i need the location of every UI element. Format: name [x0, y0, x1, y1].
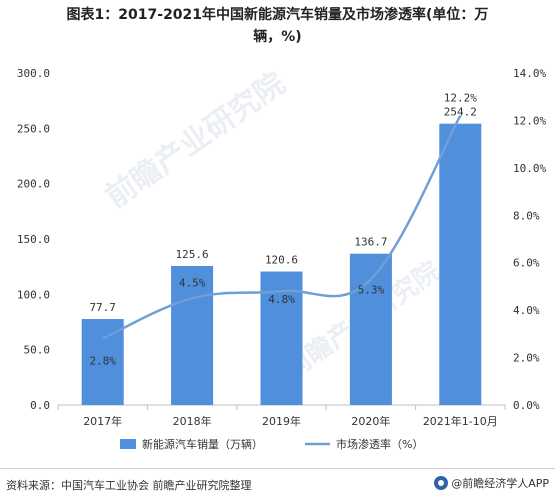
bar-series: 77.7 125.6 120.6 136.7 254.2	[81, 106, 482, 405]
y-axis-right: 0.0% 2.0% 4.0% 6.0% 8.0% 10.0% 12.0% 14.0%	[513, 67, 546, 412]
bar	[81, 319, 124, 405]
bar-value-label: 125.6	[176, 248, 209, 261]
y-right-tick-label: 2.0%	[513, 352, 540, 365]
y-left-tick-label: 300.0	[17, 67, 50, 80]
x-axis: 2017年 2018年 2019年 2020年 2021年1-10月	[57, 404, 506, 428]
y-left-tick-label: 200.0	[17, 178, 50, 191]
line-value-label: 5.3%	[358, 283, 385, 296]
bar-value-label: 254.2	[444, 106, 477, 119]
y-right-tick-label: 0.0%	[513, 399, 540, 412]
footer: 资料来源：中国汽车工业协会 前瞻产业研究院整理 @前瞻经济学人APP	[0, 468, 555, 502]
line-series: 2.8% 4.5% 4.8% 5.3% 12.2%	[89, 92, 477, 368]
chart-title-line2: 辆，%)	[253, 29, 302, 45]
legend-line-label: 市场渗透率（%）	[336, 437, 423, 451]
source-note: 资料来源：中国汽车工业协会 前瞻产业研究院整理	[6, 479, 252, 492]
x-tick-label: 2021年1-10月	[423, 414, 498, 428]
y-right-tick-label: 6.0%	[513, 257, 540, 270]
bar	[439, 123, 482, 405]
y-left-tick-label: 50.0	[24, 344, 51, 357]
bar-value-label: 136.7	[354, 236, 387, 249]
x-tick-label: 2020年	[351, 414, 390, 428]
x-tick-label: 2017年	[83, 414, 122, 428]
legend-bar-swatch	[120, 439, 136, 449]
brand-label: @前瞻经济学人APP	[451, 477, 549, 490]
legend: 新能源汽车销量（万辆） 市场渗透率（%）	[120, 437, 423, 451]
line-value-label: 4.5%	[179, 276, 206, 289]
legend-bar-label: 新能源汽车销量（万辆）	[142, 437, 263, 451]
y-left-tick-label: 150.0	[17, 233, 50, 246]
bar	[171, 266, 214, 405]
brand-logo-icon	[434, 476, 449, 490]
line-value-label: 12.2%	[444, 92, 477, 105]
y-right-tick-label: 8.0%	[513, 209, 540, 222]
line-value-label: 2.8%	[89, 355, 116, 368]
y-left-tick-label: 100.0	[17, 288, 50, 301]
y-left-tick-label: 0.0	[30, 399, 50, 412]
bar-value-label: 77.7	[89, 301, 116, 314]
footer-divider	[0, 468, 555, 469]
y-axis-left: 0.0 50.0 100.0 150.0 200.0 250.0 300.0	[17, 67, 50, 412]
bar	[260, 271, 303, 405]
y-right-tick-label: 14.0%	[513, 67, 546, 80]
y-right-tick-label: 4.0%	[513, 304, 540, 317]
bar-value-label: 120.6	[265, 254, 298, 267]
brand: @前瞻经济学人APP	[434, 475, 549, 491]
y-right-tick-label: 10.0%	[513, 162, 546, 175]
chart-title: 图表1：2017-2021年中国新能源汽车销量及市场渗透率(单位：万 辆，%)	[8, 4, 547, 48]
x-tick-label: 2018年	[173, 414, 212, 428]
y-left-tick-label: 250.0	[17, 122, 50, 135]
y-right-tick-label: 12.0%	[513, 114, 546, 127]
combo-chart: 0.0 50.0 100.0 150.0 200.0 250.0 300.0 0.0% 2.0…	[17, 67, 547, 451]
line-path	[102, 115, 462, 340]
bar	[349, 253, 392, 405]
line-value-label: 4.8%	[268, 293, 295, 306]
x-tick-label: 2019年	[262, 414, 301, 428]
chart-title-line1: 图表1：2017-2021年中国新能源汽车销量及市场渗透率(单位：万	[66, 7, 489, 23]
